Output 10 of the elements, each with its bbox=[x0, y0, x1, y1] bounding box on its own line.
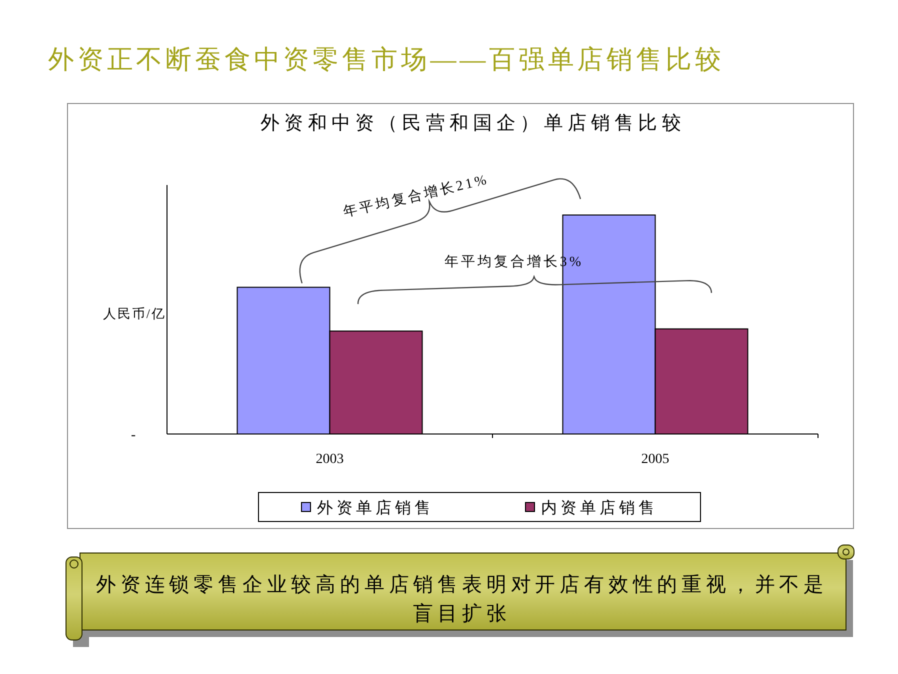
annotation: 年平均复合增长21% bbox=[342, 172, 490, 221]
text: 外资连锁零售企业较高的单店销售表明对开店有效性的重视，并不是盲目扩张 bbox=[95, 573, 829, 627]
text: - bbox=[131, 428, 136, 443]
legend-label: 内资单店销售 bbox=[541, 500, 658, 517]
chart-title: 外资正不断蚕食中资零售市场——百强单店销售比较 bbox=[48, 45, 724, 74]
legend-label: 外资单店销售 bbox=[317, 500, 434, 517]
chart-subtitle: 外资和中资（民营和国企）单店销售比较 bbox=[260, 112, 686, 134]
x-tick-label: 2005 bbox=[641, 452, 670, 467]
x-tick-label: 2003 bbox=[316, 452, 344, 467]
y-axis-title: 人民币/亿 bbox=[102, 306, 166, 321]
